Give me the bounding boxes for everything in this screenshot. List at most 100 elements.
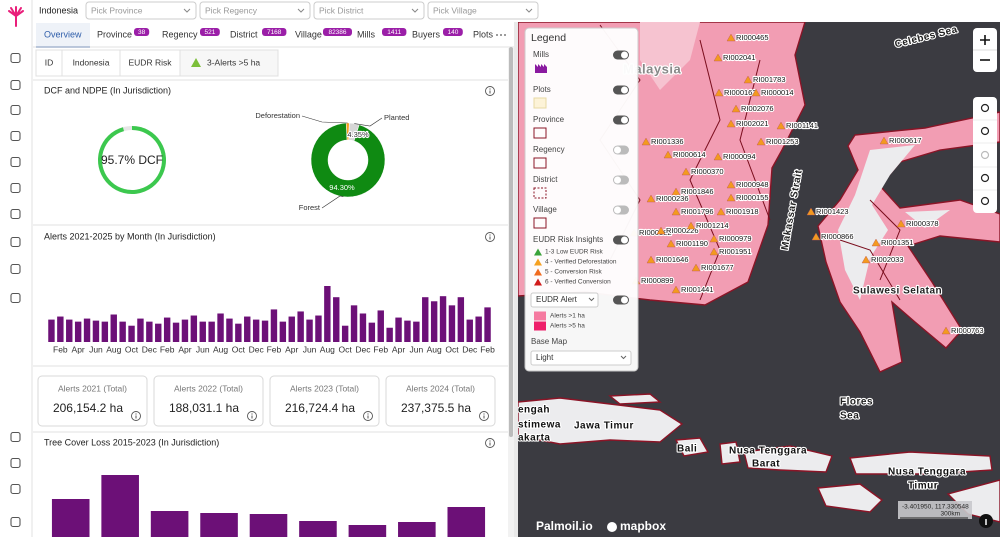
bar bbox=[101, 321, 109, 342]
risk-marker bbox=[811, 232, 821, 241]
risk-marker bbox=[646, 255, 656, 264]
zoom-in[interactable] bbox=[980, 35, 990, 45]
risk-level: 4 - Verified Deforestation bbox=[545, 259, 617, 266]
jurisdiction-label: RI001918 bbox=[726, 207, 759, 216]
nav-icon[interactable] bbox=[10, 431, 21, 443]
country-label: Indonesia bbox=[39, 5, 78, 15]
tab-count: 1411 bbox=[387, 29, 401, 36]
sumbawa bbox=[743, 445, 833, 473]
tab-label[interactable]: Village bbox=[295, 29, 322, 39]
info-icon bbox=[485, 438, 495, 448]
risk-marker bbox=[686, 221, 696, 230]
nav-icon[interactable] bbox=[10, 236, 21, 248]
map-place-label: Bali bbox=[677, 444, 697, 455]
tab-label[interactable]: Plots bbox=[473, 29, 494, 39]
tab-label[interactable]: Mills bbox=[357, 29, 375, 39]
jurisdiction-label: RI001423 bbox=[816, 207, 849, 216]
more-tabs-dot[interactable] bbox=[504, 34, 506, 36]
bar bbox=[386, 327, 393, 342]
bar bbox=[200, 513, 238, 537]
mapbox-logo: mapbox bbox=[620, 519, 666, 533]
nav-icon[interactable] bbox=[10, 263, 21, 275]
nav-icon[interactable] bbox=[10, 182, 21, 194]
map-tool[interactable] bbox=[980, 173, 990, 183]
total-card bbox=[269, 375, 380, 427]
tab-label[interactable]: District bbox=[230, 29, 258, 39]
chevron bbox=[183, 8, 191, 13]
info-icon bbox=[479, 411, 489, 421]
risk-marker bbox=[726, 180, 736, 189]
nav-icon[interactable] bbox=[10, 208, 21, 220]
layer-toggle-knob bbox=[614, 176, 621, 184]
legend-layer-name: Regency bbox=[533, 145, 565, 154]
info-icon bbox=[131, 411, 141, 421]
nav-icon[interactable] bbox=[10, 104, 21, 116]
filter-dropdown[interactable] bbox=[313, 1, 425, 20]
tab-label[interactable]: Overview bbox=[44, 29, 82, 39]
nav-icon[interactable] bbox=[10, 52, 21, 64]
filter-dropdown[interactable] bbox=[199, 1, 311, 20]
breadcrumb[interactable] bbox=[61, 49, 121, 77]
alert-swatch bbox=[534, 321, 546, 331]
tab-label[interactable]: Regency bbox=[162, 29, 198, 39]
risk-marker bbox=[709, 247, 719, 256]
nav-icon[interactable] bbox=[10, 483, 21, 495]
bar bbox=[217, 313, 224, 342]
filter-dropdown[interactable] bbox=[427, 1, 539, 20]
tab-label[interactable]: Province bbox=[97, 29, 132, 39]
risk-marker bbox=[666, 239, 676, 248]
tab-label[interactable]: Buyers bbox=[412, 29, 441, 39]
breadcrumb[interactable] bbox=[35, 49, 63, 77]
base-map-select[interactable] bbox=[530, 350, 632, 366]
nav-icon[interactable] bbox=[10, 79, 21, 91]
legend-layer-name: Plots bbox=[533, 85, 551, 94]
alert-select[interactable] bbox=[530, 292, 599, 308]
chevron bbox=[588, 297, 595, 302]
nav-icon[interactable] bbox=[10, 156, 21, 168]
alert-select-value: EUDR Alert bbox=[536, 295, 578, 304]
risk-marker bbox=[714, 88, 724, 97]
donut-leader bbox=[354, 117, 383, 127]
bar bbox=[448, 305, 456, 342]
more-tabs-dot[interactable] bbox=[496, 34, 498, 36]
map-tool[interactable] bbox=[980, 103, 990, 113]
x-tick-label: Feb bbox=[53, 344, 68, 354]
legend-layer-name: Mills bbox=[533, 50, 549, 59]
map-tool[interactable] bbox=[980, 196, 990, 206]
bar bbox=[199, 321, 206, 342]
bar bbox=[466, 319, 473, 342]
jurisdiction-label: RI001846 bbox=[681, 187, 714, 196]
tab-count: 140 bbox=[447, 29, 458, 36]
info-icon-dot bbox=[135, 413, 137, 415]
bar bbox=[146, 321, 153, 342]
layer-swatch bbox=[533, 157, 547, 169]
bar bbox=[208, 321, 215, 342]
nav-icon[interactable] bbox=[10, 457, 21, 469]
breadcrumb[interactable] bbox=[119, 49, 181, 77]
jurisdiction-label: RI001336 bbox=[651, 137, 684, 146]
x-tick-label: Feb bbox=[267, 344, 282, 354]
layer-swatch bbox=[533, 217, 547, 229]
risk-level: 6 - Verified Conversion bbox=[545, 279, 611, 286]
jurisdiction-label: RI001141 bbox=[786, 121, 818, 130]
bali bbox=[674, 437, 710, 457]
nav-icon[interactable] bbox=[10, 292, 21, 304]
bar bbox=[439, 296, 447, 342]
map-tool[interactable] bbox=[980, 126, 990, 136]
alert-level: Alerts >1 ha bbox=[550, 313, 585, 320]
map-tool[interactable] bbox=[980, 150, 990, 160]
bar bbox=[48, 319, 55, 342]
map-place-label: Sulawesi Selatan bbox=[853, 286, 942, 297]
filter-dropdown[interactable] bbox=[85, 1, 197, 20]
nav-icon[interactable] bbox=[10, 130, 21, 142]
layer-swatch bbox=[533, 97, 547, 109]
total-value: 216,724.4 ha bbox=[285, 401, 355, 415]
bar bbox=[150, 511, 189, 537]
nav-icon[interactable] bbox=[10, 516, 21, 528]
scroll-thumb[interactable] bbox=[509, 47, 513, 437]
eudr-toggle-knob bbox=[621, 236, 628, 244]
more-tabs-dot[interactable] bbox=[500, 34, 502, 36]
java bbox=[517, 397, 684, 445]
lombok bbox=[719, 441, 741, 465]
